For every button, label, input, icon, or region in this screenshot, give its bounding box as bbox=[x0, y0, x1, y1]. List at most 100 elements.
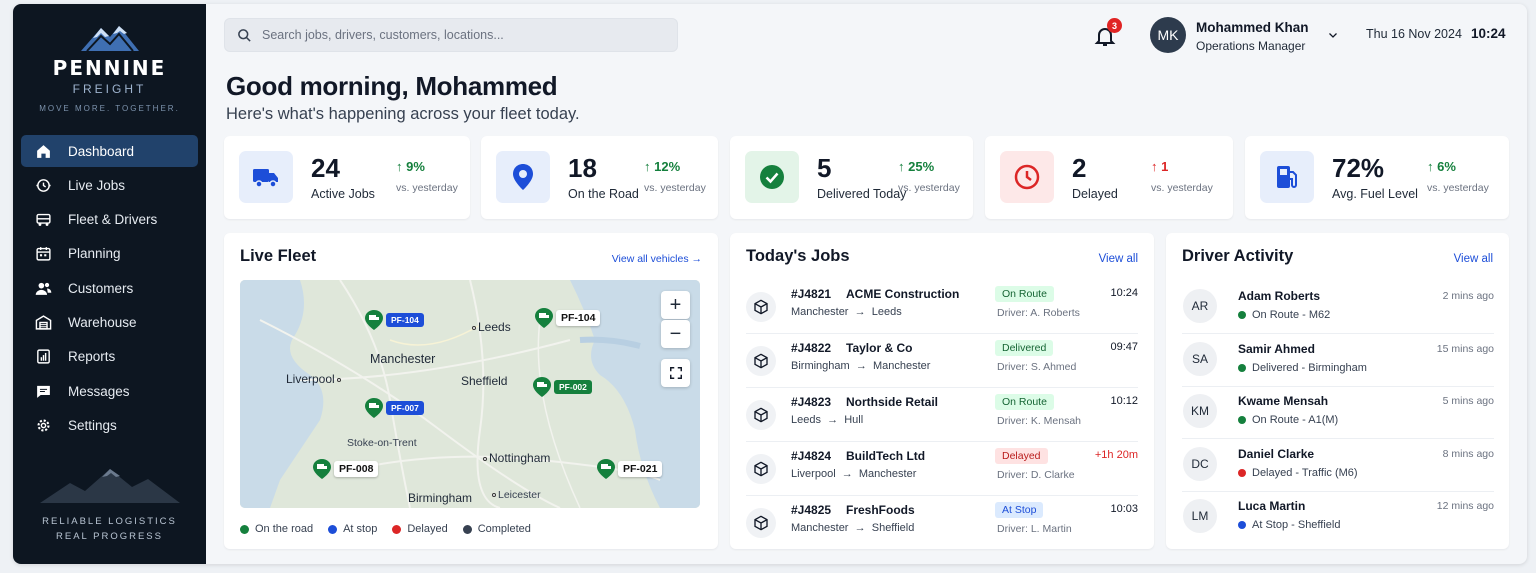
job-id[interactable]: #J4825 bbox=[791, 503, 832, 517]
kpi-value: 18 bbox=[568, 153, 597, 183]
search-input[interactable] bbox=[262, 28, 662, 42]
page-subtitle: Here's what's happening across your flee… bbox=[226, 105, 580, 123]
avatar: DC bbox=[1183, 446, 1217, 481]
status-dot bbox=[1238, 311, 1246, 319]
vehicle-marker[interactable]: PF-021 bbox=[596, 458, 663, 480]
kpi-label: Delayed bbox=[1072, 187, 1118, 201]
notification-count-badge: 3 bbox=[1107, 18, 1122, 33]
driver-last-update: 2 mins ago bbox=[1442, 290, 1494, 302]
driver-row[interactable]: AR Adam Roberts On Route - M62 2 mins ago bbox=[1182, 282, 1494, 334]
message-icon bbox=[34, 382, 52, 400]
check-circle-icon bbox=[745, 151, 799, 203]
vehicle-id-label: PF-002 bbox=[554, 380, 592, 394]
job-row[interactable]: #J4822 Taylor & Co Birmingham → Manchester… bbox=[746, 334, 1138, 388]
kpi-delta-value: 25% bbox=[908, 159, 935, 174]
city-label: Manchester bbox=[370, 352, 436, 366]
status-badge: Delayed bbox=[995, 448, 1048, 464]
driver-status: At Stop - Sheffield bbox=[1238, 519, 1340, 531]
job-id[interactable]: #J4821 bbox=[791, 287, 832, 301]
job-id[interactable]: #J4822 bbox=[791, 341, 832, 355]
search-bar[interactable] bbox=[224, 18, 678, 52]
package-icon bbox=[746, 508, 776, 538]
user-avatar[interactable]: MK bbox=[1150, 17, 1186, 53]
arrow-right-icon: → bbox=[827, 414, 839, 426]
kpi-value: 5 bbox=[817, 153, 832, 183]
panel-title: Driver Activity bbox=[1182, 247, 1294, 265]
sidebar-item-fleet-drivers[interactable]: Fleet & Drivers bbox=[21, 204, 198, 236]
fullscreen-button[interactable] bbox=[661, 359, 690, 387]
city-label: Birmingham bbox=[408, 491, 473, 505]
job-row[interactable]: #J4825 FreshFoods Manchester → Sheffield At… bbox=[746, 496, 1138, 550]
fuel-icon bbox=[1260, 151, 1314, 203]
sidebar-item-planning[interactable]: Planning bbox=[21, 238, 198, 270]
kpi-card-delivered-today[interactable]: 5 Delivered Today ↑ 25% vs. yesterday bbox=[730, 136, 973, 219]
view-all-jobs-link[interactable]: View all bbox=[1098, 253, 1138, 265]
vehicle-marker[interactable]: PF-007 bbox=[364, 397, 424, 419]
driver-name[interactable]: Adam Roberts bbox=[1238, 289, 1321, 303]
job-driver: Driver: K. Mensah bbox=[997, 415, 1082, 427]
zoom-out-button[interactable]: − bbox=[661, 320, 690, 348]
kpi-value: 24 bbox=[311, 153, 340, 183]
vehicle-marker[interactable]: PF-008 bbox=[312, 458, 379, 480]
driver-last-update: 12 mins ago bbox=[1436, 500, 1494, 513]
panel-title: Today's Jobs bbox=[746, 247, 850, 265]
brand-logo[interactable]: PENNINE FREIGHT MOVE MORE. TOGETHER. bbox=[13, 22, 206, 113]
driver-name[interactable]: Luca Martin bbox=[1238, 499, 1306, 514]
job-time: 10:03 bbox=[1110, 503, 1138, 515]
package-icon bbox=[746, 346, 776, 376]
city-label: Leeds bbox=[470, 320, 511, 334]
sidebar-item-messages[interactable]: Messages bbox=[21, 375, 198, 407]
kpi-card-fuel-level[interactable]: 72% Avg. Fuel Level ↑ 6% vs. yesterday bbox=[1245, 136, 1509, 219]
job-row[interactable]: #J4823 Northside Retail Leeds → Hull On Rou… bbox=[746, 388, 1138, 442]
fleet-map[interactable]: Leeds Manchester Liverpool Sheffield Sto… bbox=[240, 280, 700, 508]
sidebar-item-dashboard[interactable]: Dashboard bbox=[21, 135, 198, 167]
kpi-label: Delivered Today bbox=[817, 187, 907, 201]
driver-name[interactable]: Daniel Clarke bbox=[1238, 446, 1315, 461]
job-time: 10:12 bbox=[1110, 395, 1138, 407]
zoom-in-button[interactable]: + bbox=[661, 291, 690, 319]
vehicle-marker[interactable]: PF-002 bbox=[532, 376, 592, 398]
sidebar-item-customers[interactable]: Customers bbox=[21, 272, 198, 304]
job-id[interactable]: #J4823 bbox=[791, 395, 832, 409]
kpi-delta: ↑ 12% bbox=[644, 159, 681, 174]
sidebar-item-settings[interactable]: Settings bbox=[21, 409, 198, 441]
view-all-drivers-link[interactable]: View all bbox=[1453, 253, 1493, 265]
kpi-card-delayed[interactable]: 2 Delayed ↑ 1 vs. yesterday bbox=[985, 136, 1233, 219]
sidebar-item-warehouse[interactable]: Warehouse bbox=[21, 306, 198, 338]
chevron-down-icon[interactable] bbox=[1327, 28, 1339, 46]
driver-row[interactable]: LM Luca Martin At Stop - Sheffield 12 mins … bbox=[1182, 492, 1494, 544]
arrow-right-icon: → bbox=[855, 360, 867, 372]
driver-name[interactable]: Samir Ahmed bbox=[1238, 341, 1315, 356]
kpi-delta-value: 6% bbox=[1437, 159, 1456, 174]
job-id[interactable]: #J4824 bbox=[791, 449, 832, 463]
avatar: KM bbox=[1183, 394, 1217, 429]
driver-name[interactable]: Kwame Mensah bbox=[1238, 394, 1329, 409]
route-from: Leeds bbox=[791, 414, 821, 426]
view-all-vehicles-link[interactable]: View all vehicles → bbox=[611, 253, 702, 265]
driver-status: On Route - A1(M) bbox=[1238, 414, 1338, 426]
driver-row[interactable]: SA Samir Ahmed Delivered - Birmingham 15 mi… bbox=[1182, 335, 1494, 387]
job-row[interactable]: #J4824 BuildTech Ltd Liverpool → Mancheste… bbox=[746, 442, 1138, 496]
job-customer: ACME Construction bbox=[846, 287, 960, 301]
avatar: AR bbox=[1183, 289, 1217, 323]
driver-activity-panel: Driver Activity View all AR Adam Roberts O… bbox=[1166, 233, 1509, 549]
job-customer: FreshFoods bbox=[846, 503, 915, 517]
kpi-value: 2 bbox=[1072, 153, 1087, 183]
user-name[interactable]: Mohammed Khan bbox=[1196, 20, 1309, 35]
legend-dot bbox=[328, 524, 338, 534]
kpi-card-on-the-road[interactable]: 18 On the Road ↑ 12% vs. yesterday bbox=[481, 136, 718, 219]
driver-row[interactable]: DC Daniel Clarke Delayed - Traffic (M6) 8 m… bbox=[1182, 440, 1494, 492]
kpi-card-active-jobs[interactable]: 24 Active Jobs ↑ 9% vs. yesterday bbox=[224, 136, 470, 219]
legend-item: On the road bbox=[240, 523, 313, 535]
vehicle-marker[interactable]: PF-104 bbox=[534, 307, 601, 329]
notifications-button[interactable]: 3 bbox=[1093, 18, 1122, 50]
driver-row[interactable]: KM Kwame Mensah On Route - A1(M) 5 mins ago bbox=[1182, 387, 1494, 440]
vehicle-marker[interactable]: PF-104 bbox=[364, 309, 424, 331]
sidebar-item-reports[interactable]: Reports bbox=[21, 341, 198, 373]
status-badge: Delivered bbox=[995, 340, 1054, 356]
job-row[interactable]: #J4821 ACME Construction Manchester → Leed… bbox=[746, 280, 1138, 334]
driver-last-update: 15 mins ago bbox=[1436, 342, 1494, 355]
truck-icon bbox=[34, 211, 52, 229]
sidebar-item-live-jobs[interactable]: Live Jobs bbox=[21, 169, 198, 201]
kpi-delta: ↑ 6% bbox=[1427, 159, 1456, 174]
